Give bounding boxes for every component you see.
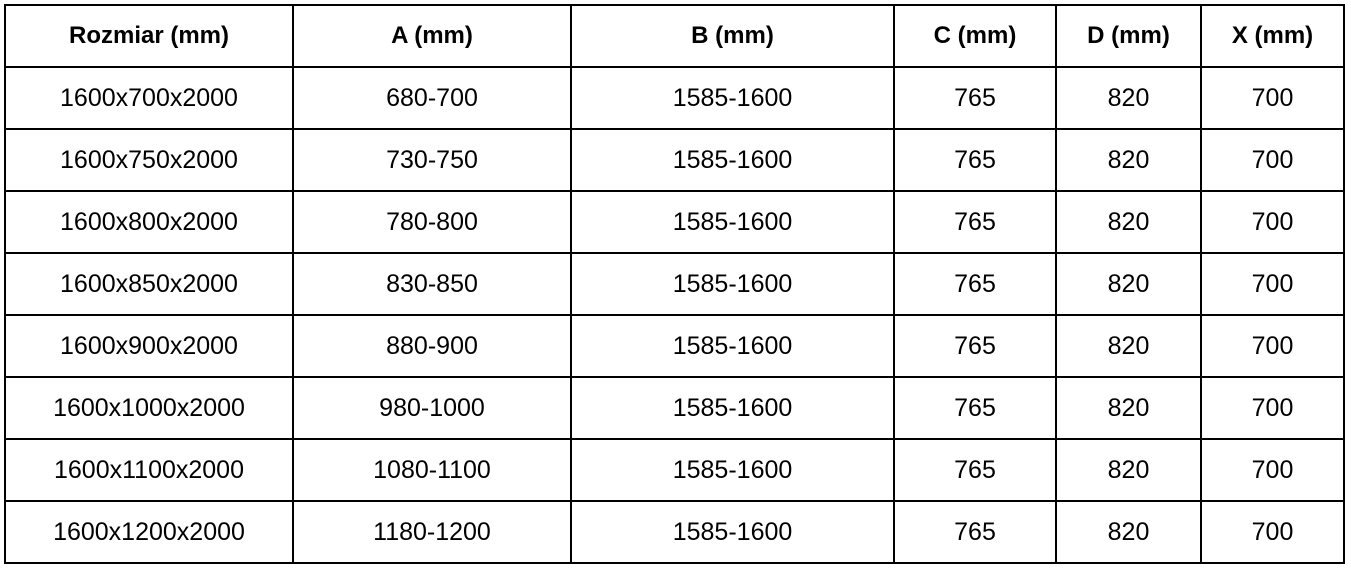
- cell-b: 1585-1600: [570, 500, 895, 564]
- table-row: 1600x800x2000 780-800 1585-1600 765 820 700: [4, 190, 1345, 254]
- table-row: 1600x1200x2000 1180-1200 1585-1600 765 820 70…: [4, 500, 1345, 564]
- cell-c: 765: [893, 252, 1057, 316]
- table-row: 1600x850x2000 830-850 1585-1600 765 820 700: [4, 252, 1345, 316]
- cell-c: 765: [893, 438, 1057, 502]
- header-row: Rozmiar (mm) A (mm) B (mm) C (mm) D (mm) X (m…: [4, 4, 1345, 68]
- cell-size: 1600x1200x2000: [4, 500, 294, 564]
- cell-x: 700: [1200, 438, 1345, 502]
- cell-b: 1585-1600: [570, 438, 895, 502]
- table-row: 1600x700x2000 680-700 1585-1600 765 820 700: [4, 66, 1345, 130]
- cell-x: 700: [1200, 128, 1345, 192]
- cell-size: 1600x700x2000: [4, 66, 294, 130]
- cell-d: 820: [1055, 252, 1202, 316]
- cell-d: 820: [1055, 376, 1202, 440]
- cell-size: 1600x850x2000: [4, 252, 294, 316]
- cell-x: 700: [1200, 500, 1345, 564]
- cell-c: 765: [893, 376, 1057, 440]
- column-header-b: B (mm): [570, 4, 895, 68]
- dimensions-table: Rozmiar (mm) A (mm) B (mm) C (mm) D (mm) X (m…: [4, 4, 1345, 564]
- cell-size: 1600x1000x2000: [4, 376, 294, 440]
- cell-d: 820: [1055, 128, 1202, 192]
- cell-x: 700: [1200, 190, 1345, 254]
- cell-a: 830-850: [292, 252, 572, 316]
- column-header-x: X (mm): [1200, 4, 1345, 68]
- cell-b: 1585-1600: [570, 314, 895, 378]
- cell-c: 765: [893, 128, 1057, 192]
- cell-a: 1080-1100: [292, 438, 572, 502]
- column-header-d: D (mm): [1055, 4, 1202, 68]
- cell-c: 765: [893, 314, 1057, 378]
- cell-x: 700: [1200, 376, 1345, 440]
- cell-c: 765: [893, 500, 1057, 564]
- cell-a: 1180-1200: [292, 500, 572, 564]
- cell-d: 820: [1055, 314, 1202, 378]
- table-row: 1600x900x2000 880-900 1585-1600 765 820 700: [4, 314, 1345, 378]
- column-header-a: A (mm): [292, 4, 572, 68]
- table-row: 1600x750x2000 730-750 1585-1600 765 820 700: [4, 128, 1345, 192]
- column-header-c: C (mm): [893, 4, 1057, 68]
- cell-b: 1585-1600: [570, 376, 895, 440]
- cell-b: 1585-1600: [570, 190, 895, 254]
- cell-a: 730-750: [292, 128, 572, 192]
- table-row: 1600x1100x2000 1080-1100 1585-1600 765 820 70…: [4, 438, 1345, 502]
- cell-a: 680-700: [292, 66, 572, 130]
- cell-d: 820: [1055, 438, 1202, 502]
- cell-d: 820: [1055, 66, 1202, 130]
- cell-a: 780-800: [292, 190, 572, 254]
- cell-b: 1585-1600: [570, 66, 895, 130]
- cell-d: 820: [1055, 500, 1202, 564]
- cell-size: 1600x1100x2000: [4, 438, 294, 502]
- cell-c: 765: [893, 66, 1057, 130]
- cell-b: 1585-1600: [570, 252, 895, 316]
- table-row: 1600x1000x2000 980-1000 1585-1600 765 820 700: [4, 376, 1345, 440]
- cell-x: 700: [1200, 252, 1345, 316]
- column-header-size: Rozmiar (mm): [4, 4, 294, 68]
- cell-size: 1600x750x2000: [4, 128, 294, 192]
- cell-size: 1600x900x2000: [4, 314, 294, 378]
- cell-d: 820: [1055, 190, 1202, 254]
- cell-a: 980-1000: [292, 376, 572, 440]
- cell-a: 880-900: [292, 314, 572, 378]
- cell-b: 1585-1600: [570, 128, 895, 192]
- cell-x: 700: [1200, 314, 1345, 378]
- cell-c: 765: [893, 190, 1057, 254]
- cell-size: 1600x800x2000: [4, 190, 294, 254]
- cell-x: 700: [1200, 66, 1345, 130]
